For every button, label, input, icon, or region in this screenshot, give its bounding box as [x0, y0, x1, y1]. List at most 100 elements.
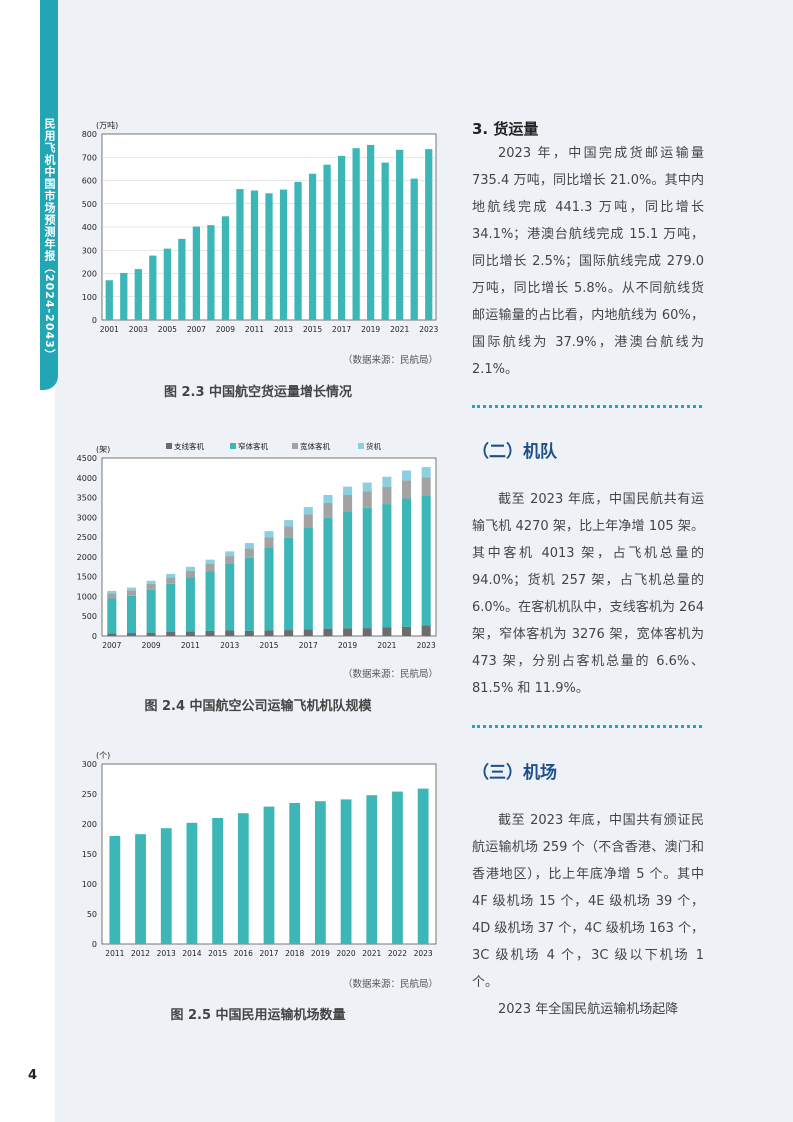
bar: [425, 149, 433, 320]
divider: [472, 405, 702, 408]
x-tick-label: 2015: [303, 325, 322, 334]
y-tick-label: 2500: [77, 533, 97, 542]
bar-segment: [402, 626, 412, 636]
bar-segment: [107, 598, 117, 634]
x-tick-label: 2007: [102, 641, 121, 650]
bar: [337, 155, 346, 320]
bar-segment: [107, 633, 117, 636]
bar-segment: [303, 527, 313, 630]
bar-segment: [146, 580, 156, 584]
legend-swatch: [292, 443, 298, 449]
bar-segment: [362, 628, 372, 636]
bar: [417, 788, 429, 944]
y-tick-label: 400: [82, 223, 97, 232]
bar-segment: [264, 531, 274, 538]
bar-segment: [323, 628, 333, 636]
x-tick-label: 2021: [377, 641, 396, 650]
bar-segment: [205, 630, 215, 636]
bar-segment: [126, 590, 136, 596]
bar-segment: [166, 583, 176, 632]
bar-segment: [244, 630, 254, 636]
bar-segment: [264, 537, 274, 548]
bar-segment: [146, 632, 156, 636]
x-tick-label: 2013: [220, 641, 239, 650]
legend-label: 宽体客机: [300, 441, 330, 451]
bar-segment: [402, 480, 412, 499]
x-tick-label: 2023: [414, 949, 433, 958]
x-tick-label: 2014: [182, 949, 201, 958]
bar: [410, 178, 418, 320]
bar-segment: [205, 564, 215, 572]
fleet-section: （二）机队 截至 2023 年底，中国民航共有运输飞机 4270 架，比上年净增…: [472, 437, 704, 702]
airports-paragraph: 截至 2023 年底，中国共有颁证民航运输机场 259 个（不含香港、澳门和香港…: [472, 813, 704, 990]
x-tick-label: 2012: [131, 949, 150, 958]
bar-segment: [382, 476, 392, 487]
x-tick-label: 2019: [338, 641, 357, 650]
chart3-caption: 图 2.5 中国民用运输机场数量: [170, 1008, 346, 1023]
x-tick-label: 2017: [299, 641, 318, 650]
x-tick-label: 2018: [285, 949, 304, 958]
bar: [289, 803, 301, 944]
bar-segment: [303, 514, 313, 528]
bar: [396, 149, 404, 320]
bar-segment: [225, 630, 235, 636]
legend-swatch: [166, 443, 172, 449]
y-tick-label: 3000: [77, 513, 97, 522]
bar: [186, 822, 198, 944]
bar-segment: [185, 577, 195, 632]
bar-segment: [382, 627, 392, 636]
bar: [279, 189, 288, 320]
bar: [135, 834, 146, 944]
bar-segment: [225, 556, 235, 565]
chart1-caption: 图 2.3 中国航空货运量增长情况: [163, 385, 353, 400]
bar-segment: [185, 631, 195, 636]
x-tick-label: 2015: [208, 949, 227, 958]
x-tick-label: 2020: [337, 949, 356, 958]
x-tick-label: 2003: [129, 325, 148, 334]
bar-segment: [185, 570, 195, 578]
chart3-source: （数据来源：民航局）: [342, 979, 438, 990]
bar-segment: [205, 571, 215, 631]
legend-swatch: [230, 443, 236, 449]
bar: [178, 238, 186, 320]
page-number: 4: [28, 1068, 38, 1083]
bar: [381, 162, 389, 320]
bar: [207, 225, 215, 320]
bar-segment: [126, 595, 136, 634]
bar: [236, 189, 244, 320]
y-tick-label: 800: [82, 130, 97, 139]
y-tick-label: 100: [82, 880, 97, 889]
bar-segment: [323, 494, 333, 503]
bar: [109, 836, 121, 944]
bar-segment: [343, 494, 353, 512]
x-tick-label: 2011: [181, 641, 200, 650]
bar-segment: [421, 467, 431, 478]
x-tick-label: 2009: [142, 641, 161, 650]
bar: [352, 148, 360, 320]
bar: [366, 795, 378, 944]
bar-segment: [382, 504, 392, 628]
y-tick-label: 500: [82, 612, 97, 621]
bar-segment: [362, 482, 372, 492]
chart1-source: （数据来源：民航局）: [342, 355, 438, 366]
bar-segment: [343, 511, 353, 629]
divider: [472, 725, 702, 728]
bar: [237, 813, 249, 944]
y-axis-label: (架): [96, 445, 110, 454]
bar: [221, 216, 230, 320]
x-tick-label: 2011: [105, 949, 124, 958]
y-tick-label: 1500: [77, 573, 97, 582]
bar: [392, 791, 403, 944]
legend-label: 货机: [366, 441, 381, 451]
x-tick-label: 2022: [388, 949, 407, 958]
bar-segment: [343, 486, 353, 495]
x-tick-label: 2013: [157, 949, 176, 958]
x-tick-label: 2001: [100, 325, 119, 334]
y-tick-label: 0: [92, 940, 97, 949]
y-tick-label: 500: [82, 200, 97, 209]
fleet-heading: （二）机队: [472, 442, 557, 462]
bar: [250, 190, 259, 320]
bar: [192, 226, 201, 320]
bar-segment: [225, 564, 235, 631]
bar-segment: [343, 628, 353, 636]
